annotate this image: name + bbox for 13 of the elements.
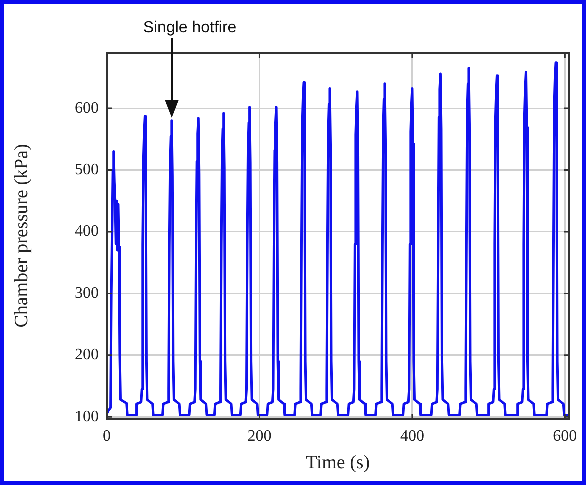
y-tick-label: 400 (75, 223, 99, 240)
x-tick-label: 400 (400, 428, 424, 445)
x-tick-label: 600 (553, 428, 578, 445)
y-axis-title: Chamber pressure (kPa) (11, 144, 32, 328)
text: Single hotfire (143, 19, 237, 36)
y-tick-label: 200 (75, 346, 99, 364)
y-tick-label: 100 (75, 408, 99, 426)
y-tick-label: 600 (75, 100, 99, 117)
x-tick-label: 0 (103, 428, 111, 445)
x-axis-title: Time (s) (306, 452, 370, 474)
y-tick-label: 500 (75, 161, 99, 178)
y-tick-label: 300 (75, 284, 99, 302)
x-tick-label: 200 (248, 428, 272, 445)
